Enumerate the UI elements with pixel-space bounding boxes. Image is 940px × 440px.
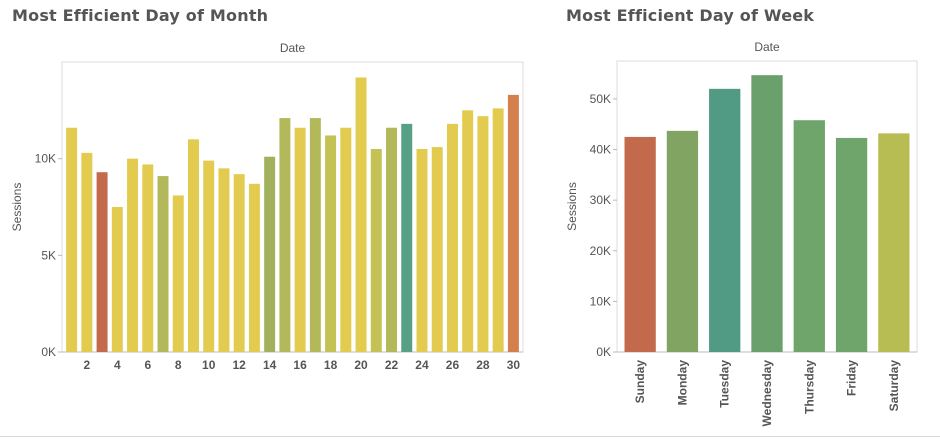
month-bar bbox=[264, 156, 276, 352]
week-bar bbox=[751, 75, 783, 352]
month-bar bbox=[81, 152, 93, 352]
week-bar bbox=[878, 133, 910, 352]
month-y-tick-label: 0K bbox=[41, 345, 56, 359]
week-x-tick-label: Monday bbox=[675, 360, 689, 406]
month-x-tick-label: 16 bbox=[293, 358, 307, 372]
month-bar bbox=[279, 118, 291, 352]
month-bar bbox=[355, 77, 367, 352]
month-x-tick-label: 2 bbox=[84, 358, 91, 372]
month-bar bbox=[507, 94, 519, 352]
week-y-tick-label: 10K bbox=[590, 294, 611, 308]
month-x-tick-label: 6 bbox=[144, 358, 151, 372]
month-bar bbox=[142, 164, 154, 352]
month-bar bbox=[401, 123, 413, 352]
week-x-tick-label: Wednesday bbox=[760, 360, 774, 427]
month-x-tick-label: 18 bbox=[324, 358, 338, 372]
month-bar bbox=[386, 127, 398, 352]
month-bar bbox=[294, 127, 306, 352]
month-x-tick-label: 20 bbox=[354, 358, 368, 372]
month-bar bbox=[187, 139, 199, 352]
month-x-tick-label: 10 bbox=[202, 358, 216, 372]
week-y-tick-label: 50K bbox=[590, 92, 611, 106]
week-x-tick-label: Thursday bbox=[802, 360, 816, 414]
month-x-tick-label: 26 bbox=[446, 358, 460, 372]
bottom-divider bbox=[0, 436, 940, 437]
week-y-tick-label: 20K bbox=[590, 244, 611, 258]
month-bar bbox=[127, 158, 139, 352]
month-bar bbox=[325, 135, 337, 352]
month-x-tick-label: 8 bbox=[175, 358, 182, 372]
week-bar bbox=[624, 136, 656, 352]
month-bar bbox=[492, 108, 504, 353]
month-x-tick-label: 14 bbox=[263, 358, 277, 372]
month-bar bbox=[370, 149, 382, 352]
month-bar bbox=[309, 118, 321, 352]
week-x-tick-label: Saturday bbox=[887, 360, 901, 412]
week-x-tick-label: Tuesday bbox=[718, 360, 732, 408]
week-x-tick-label: Sunday bbox=[633, 360, 647, 404]
chart-title-day-of-week: Most Efficient Day of Week bbox=[566, 6, 815, 25]
week-x-axis-title: Date bbox=[754, 40, 780, 54]
month-bar bbox=[462, 110, 474, 352]
month-y-axis-title: Sessions bbox=[10, 183, 24, 232]
week-bar bbox=[666, 130, 699, 352]
month-bar bbox=[218, 168, 230, 352]
month-x-tick-label: 30 bbox=[507, 358, 521, 372]
month-bar bbox=[66, 127, 78, 352]
week-y-axis-title: Sessions bbox=[565, 182, 579, 231]
month-bar bbox=[416, 149, 428, 352]
month-x-tick-label: 24 bbox=[415, 358, 429, 372]
month-bar bbox=[431, 147, 443, 352]
month-bar bbox=[172, 195, 184, 352]
week-y-tick-label: 0K bbox=[596, 345, 611, 359]
week-bar bbox=[793, 120, 825, 352]
month-y-tick-label: 5K bbox=[41, 248, 56, 262]
month-bar bbox=[340, 127, 352, 352]
month-x-tick-label: 12 bbox=[233, 358, 247, 372]
week-bar bbox=[835, 137, 868, 352]
month-x-tick-label: 28 bbox=[476, 358, 490, 372]
month-bar bbox=[233, 174, 245, 352]
chart-title-day-of-month: Most Efficient Day of Month bbox=[12, 6, 269, 25]
month-bar bbox=[157, 176, 169, 352]
week-bar bbox=[709, 88, 741, 353]
month-y-tick-label: 10K bbox=[35, 152, 56, 166]
month-bar bbox=[446, 123, 458, 352]
month-x-axis-title: Date bbox=[280, 41, 306, 55]
week-y-tick-label: 30K bbox=[590, 193, 611, 207]
month-bar bbox=[96, 172, 108, 352]
week-y-tick-label: 40K bbox=[590, 143, 611, 157]
week-x-tick-label: Friday bbox=[845, 360, 859, 396]
month-bar bbox=[203, 160, 215, 352]
month-x-tick-label: 22 bbox=[385, 358, 399, 372]
month-x-tick-label: 4 bbox=[114, 358, 121, 372]
month-bar bbox=[111, 207, 123, 352]
month-bar bbox=[248, 183, 260, 352]
month-bar bbox=[477, 116, 489, 352]
